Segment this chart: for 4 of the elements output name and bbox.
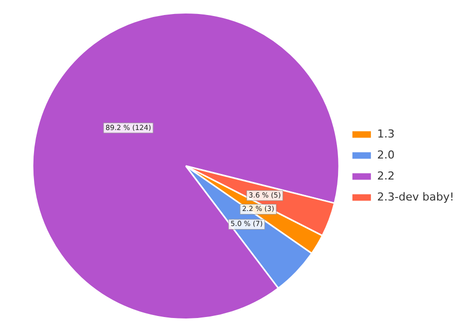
legend-label: 1.3 [377, 127, 395, 140]
legend-label: 2.3-dev baby! [377, 190, 454, 204]
legend-label: 2.2 [377, 169, 395, 182]
legend-label: 2.0 [377, 148, 395, 162]
